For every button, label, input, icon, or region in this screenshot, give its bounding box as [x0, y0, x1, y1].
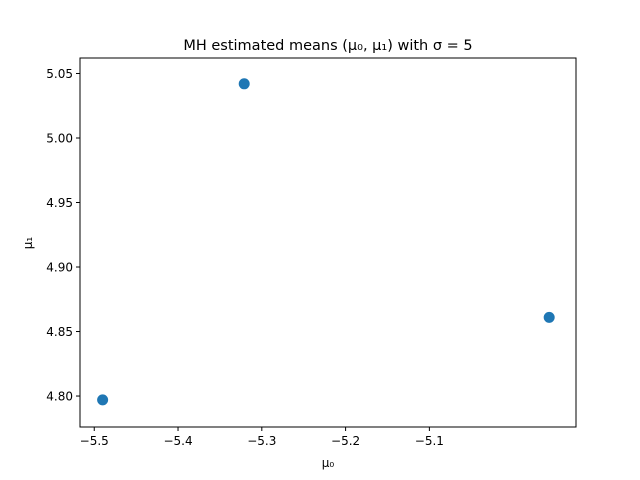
- y-tick-label: 5.05: [46, 67, 73, 81]
- chart-title: MH estimated means (μ₀, μ₁) with σ = 5: [183, 38, 472, 54]
- x-tick-label: −5.1: [415, 434, 444, 448]
- x-tick-label: −5.2: [331, 434, 360, 448]
- x-tick-label: −5.4: [163, 434, 192, 448]
- x-axis-label: μ₀: [322, 456, 335, 470]
- scatter-point: [238, 78, 250, 90]
- y-tick-label: 4.90: [46, 261, 73, 275]
- y-tick-label: 4.95: [46, 196, 73, 210]
- scatter-point: [97, 394, 109, 406]
- x-axis-ticks: −5.5 −5.4 −5.3 −5.2 −5.1: [80, 427, 444, 448]
- x-tick-label: −5.5: [80, 434, 109, 448]
- y-tick-label: 5.00: [46, 131, 73, 145]
- y-tick-label: 4.85: [46, 325, 73, 339]
- x-tick-label: −5.3: [247, 434, 276, 448]
- y-axis-ticks: 4.80 4.85 4.90 4.95 5.00 5.05: [46, 67, 80, 404]
- data-points: [97, 78, 555, 406]
- plot-background: [80, 58, 576, 427]
- y-tick-label: 4.80: [46, 390, 73, 404]
- y-axis-label: μ₁: [21, 237, 35, 250]
- scatter-point: [543, 311, 555, 323]
- plot-frame: [79, 57, 577, 428]
